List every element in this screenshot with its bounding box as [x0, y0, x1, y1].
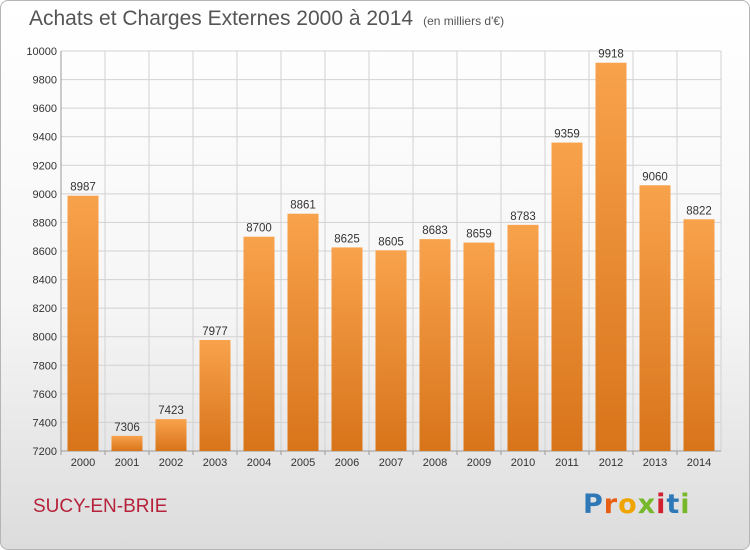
- data-label: 8700: [246, 223, 272, 235]
- logo-letter: i: [680, 489, 691, 520]
- y-tick-label: 7400: [33, 417, 57, 429]
- x-tick-label: 2007: [379, 457, 403, 469]
- logo-letter: r: [603, 489, 619, 520]
- data-label: 8783: [510, 211, 536, 223]
- x-tick-label: 2008: [423, 457, 447, 469]
- x-tick-label: 2000: [71, 457, 95, 469]
- bar: [463, 242, 495, 451]
- data-label: 8605: [378, 236, 404, 248]
- y-tick-label: 9200: [33, 160, 57, 172]
- bar: [595, 62, 627, 451]
- x-tick-label: 2012: [599, 457, 623, 469]
- data-label: 8625: [334, 233, 360, 245]
- y-tick-label: 9000: [33, 189, 57, 201]
- bar: [155, 419, 187, 451]
- x-tick-label: 2013: [643, 457, 667, 469]
- bar: [111, 435, 143, 451]
- y-tick-label: 9600: [33, 103, 57, 115]
- x-tick-label: 2006: [335, 457, 359, 469]
- data-label: 8861: [290, 200, 316, 212]
- logo-letter: t: [666, 489, 681, 520]
- data-label: 7306: [114, 422, 140, 434]
- y-tick-label: 7800: [33, 360, 57, 372]
- title-text: Achats et Charges Externes 2000 à 2014: [29, 7, 414, 30]
- bar: [507, 224, 539, 451]
- proxiti-logo: Proxiti: [583, 489, 691, 520]
- bar: [639, 185, 671, 452]
- chart-title: Achats et Charges Externes 2000 à 2014 (e…: [29, 7, 504, 31]
- bars: [67, 62, 715, 452]
- logo-letter: P: [583, 489, 604, 520]
- data-label: 9918: [598, 49, 624, 61]
- bar: [375, 250, 407, 451]
- x-tick-label: 2014: [687, 457, 711, 469]
- x-tick-label: 2010: [511, 457, 535, 469]
- x-tick-label: 2005: [291, 457, 315, 469]
- x-tick-label: 2009: [467, 457, 491, 469]
- x-tick-label: 2004: [247, 457, 271, 469]
- bar: [243, 236, 275, 451]
- bar: [551, 142, 583, 452]
- y-tick-label: 8600: [33, 246, 57, 258]
- bar: [287, 213, 319, 451]
- y-tick-label: 10000: [26, 46, 57, 58]
- data-label: 9060: [642, 171, 668, 183]
- logo-letter: i: [656, 489, 667, 520]
- data-label: 8987: [70, 182, 96, 194]
- data-label: 8822: [686, 205, 712, 217]
- logo-letter: o: [618, 489, 638, 520]
- bar: [331, 247, 363, 451]
- x-tick-label: 2002: [159, 457, 183, 469]
- logo-letter: x: [637, 489, 657, 520]
- data-label: 7977: [202, 326, 228, 338]
- title-unit: (en milliers d'€): [423, 14, 505, 28]
- y-tick-label: 8800: [33, 217, 57, 229]
- city-name: SUCY-EN-BRIE: [33, 496, 168, 517]
- y-tick-label: 8200: [33, 303, 57, 315]
- data-label: 9359: [554, 129, 580, 141]
- bar: [67, 195, 99, 451]
- bar: [683, 219, 715, 451]
- y-tick-label: 7200: [33, 446, 57, 458]
- data-label: 7423: [158, 405, 184, 417]
- data-label: 8683: [422, 225, 448, 237]
- y-tick-label: 9400: [33, 132, 57, 144]
- x-tick-label: 2003: [203, 457, 227, 469]
- data-label: 8659: [466, 229, 492, 241]
- bar: [419, 239, 451, 451]
- y-tick-label: 8000: [33, 332, 57, 344]
- y-tick-label: 7600: [33, 389, 57, 401]
- y-tick-label: 8400: [33, 275, 57, 287]
- bar: [199, 340, 231, 451]
- x-tick-label: 2001: [115, 457, 139, 469]
- data-labels: 8987 7306 7423 7977 8700 8861 8625 8605 8683 8659…: [70, 49, 712, 434]
- y-tick-label: 9800: [33, 75, 57, 87]
- x-tick-label: 2011: [555, 457, 579, 469]
